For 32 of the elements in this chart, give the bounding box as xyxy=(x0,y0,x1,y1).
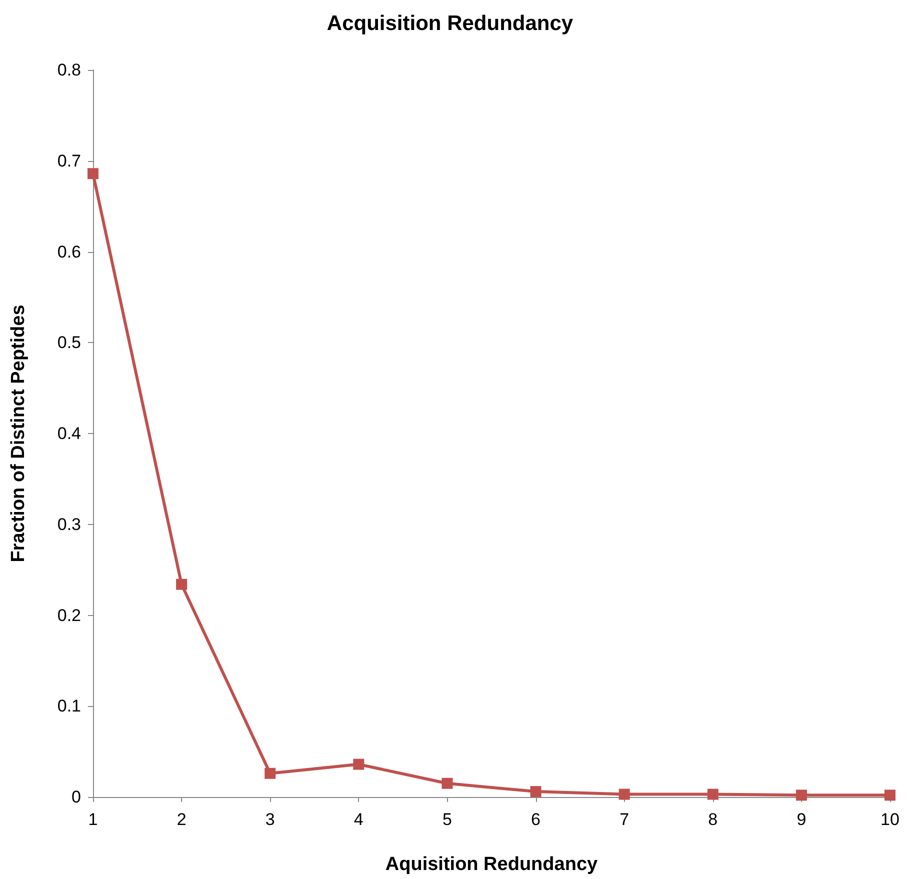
x-tick-label: 2 xyxy=(176,810,186,829)
x-tick-label: 7 xyxy=(620,810,630,829)
point xyxy=(618,788,630,800)
point xyxy=(176,578,188,590)
x-axis-title: Aquisition Redundancy xyxy=(385,854,598,875)
point xyxy=(884,790,896,801)
y-tick-label: 0.3 xyxy=(57,514,81,534)
point xyxy=(530,786,542,798)
point xyxy=(796,790,807,801)
y-tick-label: 0.8 xyxy=(57,60,81,80)
point xyxy=(264,768,276,779)
x-tick-label: 8 xyxy=(708,810,718,829)
y-tick-label: 0 xyxy=(72,788,81,806)
point xyxy=(88,168,98,180)
x-tick-label: 3 xyxy=(265,810,275,829)
x-tick-label: 9 xyxy=(796,810,806,829)
y-tick-label: 0.6 xyxy=(57,242,81,262)
y-tick-label: 0.2 xyxy=(57,606,81,625)
x-tick-label: 10 xyxy=(880,810,900,829)
y-tick-label: 0.7 xyxy=(57,151,81,170)
chart-title: Acquisition Redundancy xyxy=(326,12,574,35)
y-tick-label: 0.5 xyxy=(57,333,81,352)
x-tick-label: 1 xyxy=(88,810,98,829)
x-tick-label: 6 xyxy=(531,810,541,829)
x-tick-label: 5 xyxy=(442,810,452,829)
x-tick-label: 4 xyxy=(354,810,364,829)
point xyxy=(442,778,453,789)
point xyxy=(353,758,364,770)
y-tick-label: 0.1 xyxy=(57,696,81,716)
y-axis-title: Fraction of Distinct Peptides xyxy=(8,304,29,562)
y-tick-label: 0.4 xyxy=(57,424,81,443)
point xyxy=(707,788,718,800)
